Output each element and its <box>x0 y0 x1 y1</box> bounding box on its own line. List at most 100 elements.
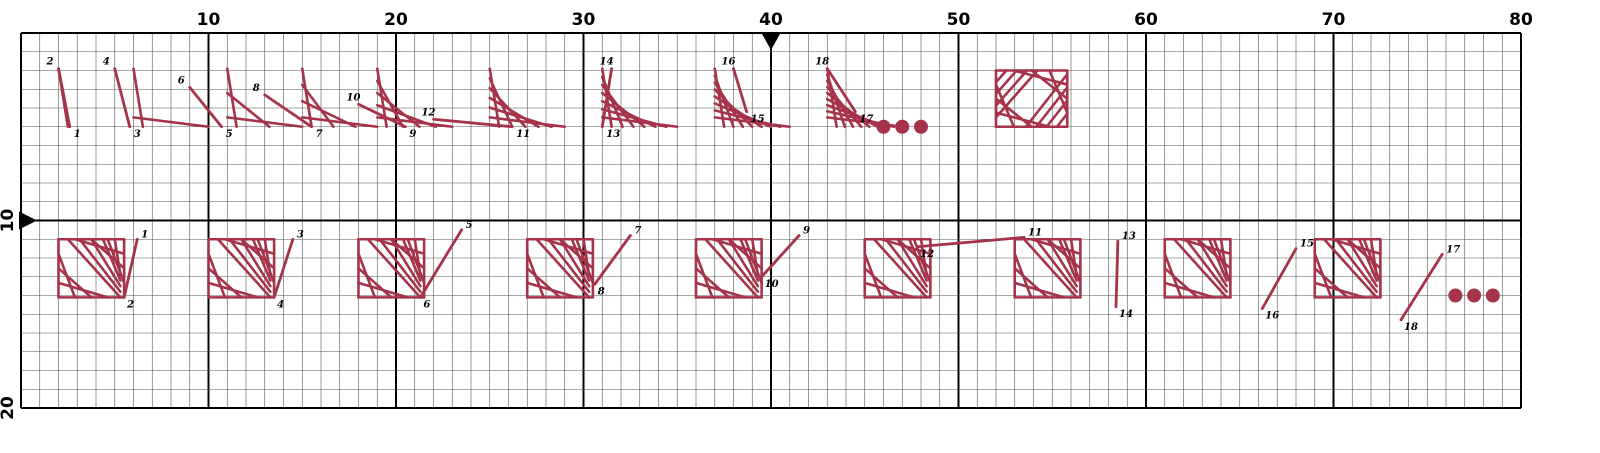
step-label-start: 16 <box>722 57 736 68</box>
fan-thread <box>132 116 210 129</box>
step-label-end: 6 <box>423 299 430 310</box>
step-label-start: 13 <box>1122 231 1136 242</box>
step-label-end: 5 <box>226 129 233 140</box>
motif-thread <box>994 69 1018 96</box>
fan-thread <box>558 237 591 288</box>
step-label-start: 5 <box>466 220 473 231</box>
step-thread <box>825 67 857 114</box>
fan-thread <box>713 116 792 129</box>
center-column-arrow <box>762 34 780 50</box>
motif-thread <box>1163 281 1216 299</box>
fan-thread <box>1196 237 1228 288</box>
step-thread <box>357 102 407 129</box>
step-label-start: 14 <box>600 57 614 68</box>
step-thread <box>432 117 514 129</box>
fan-thread <box>582 237 591 277</box>
motif-thread <box>994 69 1039 119</box>
fan-thread <box>251 237 272 282</box>
fan-thread <box>547 237 591 294</box>
fan-thread <box>884 237 928 294</box>
step-label-start: 15 <box>1300 239 1314 250</box>
center-row-arrow <box>19 211 37 230</box>
continuation-dot <box>895 119 910 134</box>
step-thread <box>418 228 464 299</box>
step-thread <box>1399 252 1444 322</box>
fan-thread <box>1069 237 1078 277</box>
continuation-dot <box>1448 288 1463 303</box>
step-label-end: 4 <box>277 299 284 310</box>
fan-thread <box>390 237 422 288</box>
motif-thread <box>694 281 747 299</box>
step-label-end: 8 <box>598 286 605 297</box>
threads <box>57 67 1500 322</box>
step-label-end: 10 <box>765 279 779 290</box>
x-tick-label: 20 <box>384 10 408 30</box>
fan-thread <box>413 237 422 277</box>
fan-thread <box>1207 237 1228 282</box>
fan-thread <box>401 237 422 282</box>
fan-thread <box>750 237 760 277</box>
motif-thread <box>1035 86 1069 129</box>
motif-thread <box>1024 72 1069 129</box>
motif-thread <box>1313 267 1349 299</box>
step-label-start: 8 <box>253 83 260 94</box>
motif-thread <box>694 267 731 299</box>
step-label-end: 7 <box>316 129 323 140</box>
fan-thread <box>1357 237 1378 282</box>
step-label-start: 7 <box>634 226 641 237</box>
motif-thread <box>57 267 93 299</box>
motif-thread <box>994 111 1051 129</box>
step-thread <box>593 234 632 286</box>
motif-thread <box>1013 267 1049 299</box>
fan-thread <box>1346 237 1378 288</box>
step-label-end: 18 <box>1404 322 1418 333</box>
step-label-end: 15 <box>751 114 765 125</box>
step-label-start: 9 <box>803 226 810 237</box>
motif-thread <box>207 281 260 299</box>
fan-thread <box>300 116 379 129</box>
fan-thread <box>1184 237 1228 294</box>
step-thread <box>1114 239 1120 309</box>
fan-thread <box>1046 237 1078 288</box>
x-tick-label: 60 <box>1134 10 1158 30</box>
fan-thread <box>378 237 422 294</box>
fan-thread <box>101 237 122 282</box>
step-label-end: 3 <box>134 129 141 140</box>
step-thread <box>113 67 132 129</box>
step-thread <box>272 237 295 299</box>
fan-thread <box>263 237 272 277</box>
motif-thread <box>863 281 916 299</box>
motif-thread <box>207 267 243 299</box>
motif-thread <box>994 97 1033 129</box>
y-tick-label: 10 <box>0 209 18 233</box>
fan-thread <box>535 237 591 299</box>
center-markers <box>19 34 780 230</box>
step-thread <box>732 67 749 114</box>
step-label-start: 18 <box>815 57 829 68</box>
continuation-dot <box>1485 288 1500 303</box>
step-labels: 2143658710912111413161518171234567891011… <box>46 57 1461 333</box>
step-label-start: 17 <box>1446 244 1460 255</box>
motif-thread <box>525 267 562 299</box>
step-label-end: 11 <box>516 129 530 140</box>
x-tick-label: 10 <box>197 10 221 30</box>
motif-thread <box>357 281 410 299</box>
motif-thread <box>1013 281 1066 299</box>
step-thread <box>57 67 72 129</box>
step-label-end: 9 <box>409 129 416 140</box>
fan-thread <box>216 237 272 299</box>
step-thread <box>263 93 314 129</box>
step-label-start: 4 <box>103 57 110 68</box>
motif-thread <box>357 267 393 299</box>
step-label-start: 11 <box>1028 227 1042 238</box>
fan-thread <box>228 237 272 294</box>
x-tick-label: 80 <box>1509 10 1533 30</box>
fan-thread <box>1057 237 1078 282</box>
motif-thread <box>994 69 1029 107</box>
fan-thread <box>78 237 122 294</box>
fan-thread <box>739 237 760 282</box>
step-label-end: 14 <box>1119 309 1133 320</box>
fan-thread <box>113 237 122 277</box>
fan-thread <box>225 116 304 129</box>
